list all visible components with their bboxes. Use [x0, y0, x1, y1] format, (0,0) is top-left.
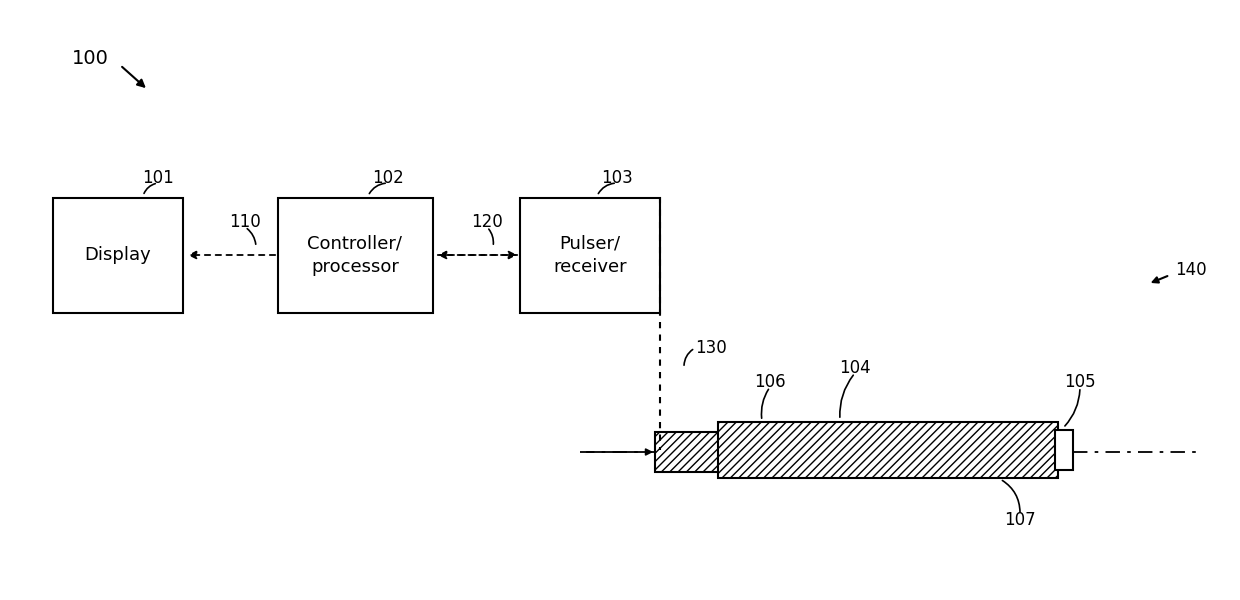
Text: Pulser/
receiver: Pulser/ receiver — [553, 234, 626, 276]
Text: 110: 110 — [229, 213, 260, 231]
Text: 104: 104 — [839, 359, 870, 377]
Text: Controller/
processor: Controller/ processor — [308, 234, 403, 276]
Text: 102: 102 — [372, 169, 404, 187]
Bar — [718, 422, 1058, 478]
Text: 107: 107 — [1004, 511, 1035, 529]
Text: 130: 130 — [694, 339, 727, 357]
Text: 100: 100 — [72, 49, 109, 67]
Text: 140: 140 — [1176, 261, 1207, 279]
Bar — [53, 197, 184, 313]
Bar — [520, 197, 660, 313]
Text: 101: 101 — [143, 169, 174, 187]
Bar — [278, 197, 433, 313]
Text: Display: Display — [84, 246, 151, 264]
Bar — [655, 432, 723, 472]
Bar — [1055, 430, 1073, 470]
Text: 103: 103 — [601, 169, 632, 187]
Text: 105: 105 — [1064, 373, 1096, 391]
Text: 120: 120 — [471, 213, 503, 231]
Text: 106: 106 — [754, 373, 786, 391]
